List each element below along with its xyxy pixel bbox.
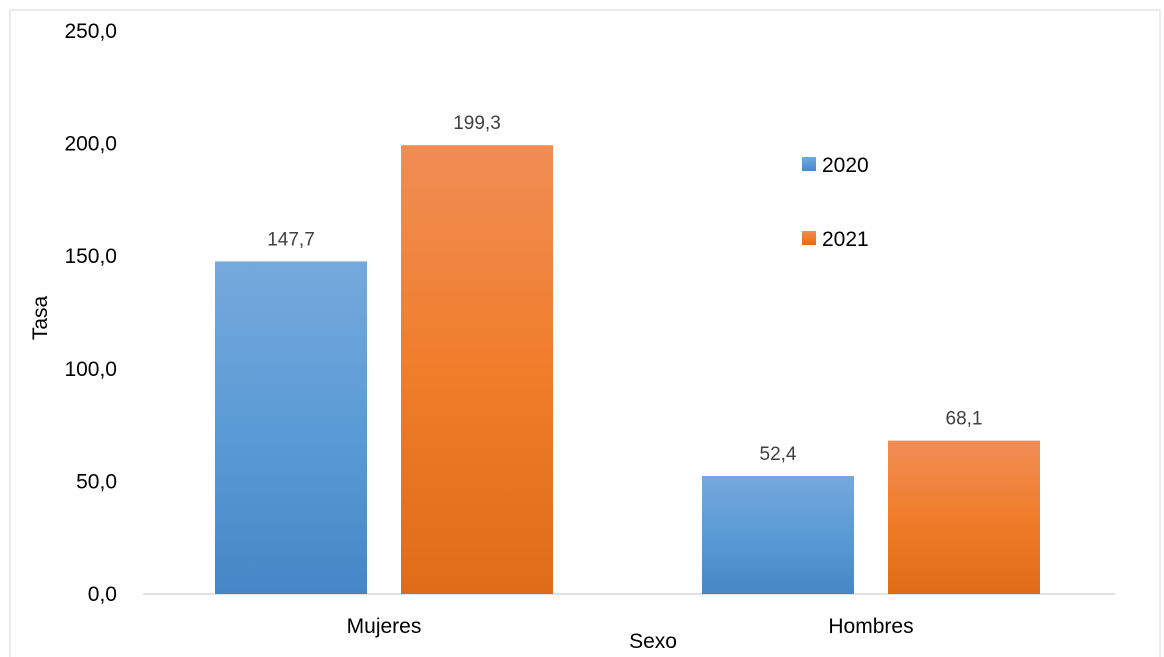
data-label: 147,7 xyxy=(267,229,315,250)
bars-group xyxy=(215,145,1040,595)
y-tick-label: 250,0 xyxy=(64,20,117,43)
legend-swatch-2021 xyxy=(802,231,816,245)
data-labels-group: 147,7 199,3 52,4 68,1 xyxy=(267,113,982,465)
data-label: 68,1 xyxy=(946,409,983,430)
x-axis-title: Sexo xyxy=(629,630,677,653)
y-axis-title: Tasa xyxy=(29,296,52,341)
bar-2021-mujeres xyxy=(401,145,553,595)
category-labels-group: Mujeres Hombres xyxy=(347,615,914,638)
legend-swatch-2020 xyxy=(802,157,816,171)
y-tick-label: 200,0 xyxy=(64,133,117,156)
y-tick-label: 150,0 xyxy=(64,245,117,268)
y-tick-label: 100,0 xyxy=(64,358,117,381)
legend-label-2021: 2021 xyxy=(822,228,869,251)
x-tick-label: Hombres xyxy=(828,615,913,638)
y-axis-ticks: 0,0 50,0 100,0 150,0 200,0 250,0 xyxy=(64,20,117,606)
bar-2020-mujeres xyxy=(215,261,367,594)
bar-2020-hombres xyxy=(702,475,854,594)
bar-2021-hombres xyxy=(888,440,1040,594)
data-label: 52,4 xyxy=(760,444,797,465)
data-label: 199,3 xyxy=(453,113,501,134)
x-tick-label: Mujeres xyxy=(347,615,422,638)
chart-border xyxy=(9,9,1161,657)
y-tick-label: 50,0 xyxy=(76,470,117,493)
legend-label-2020: 2020 xyxy=(822,154,869,177)
legend: 2020 2021 xyxy=(802,154,869,251)
y-tick-label: 0,0 xyxy=(88,583,117,606)
